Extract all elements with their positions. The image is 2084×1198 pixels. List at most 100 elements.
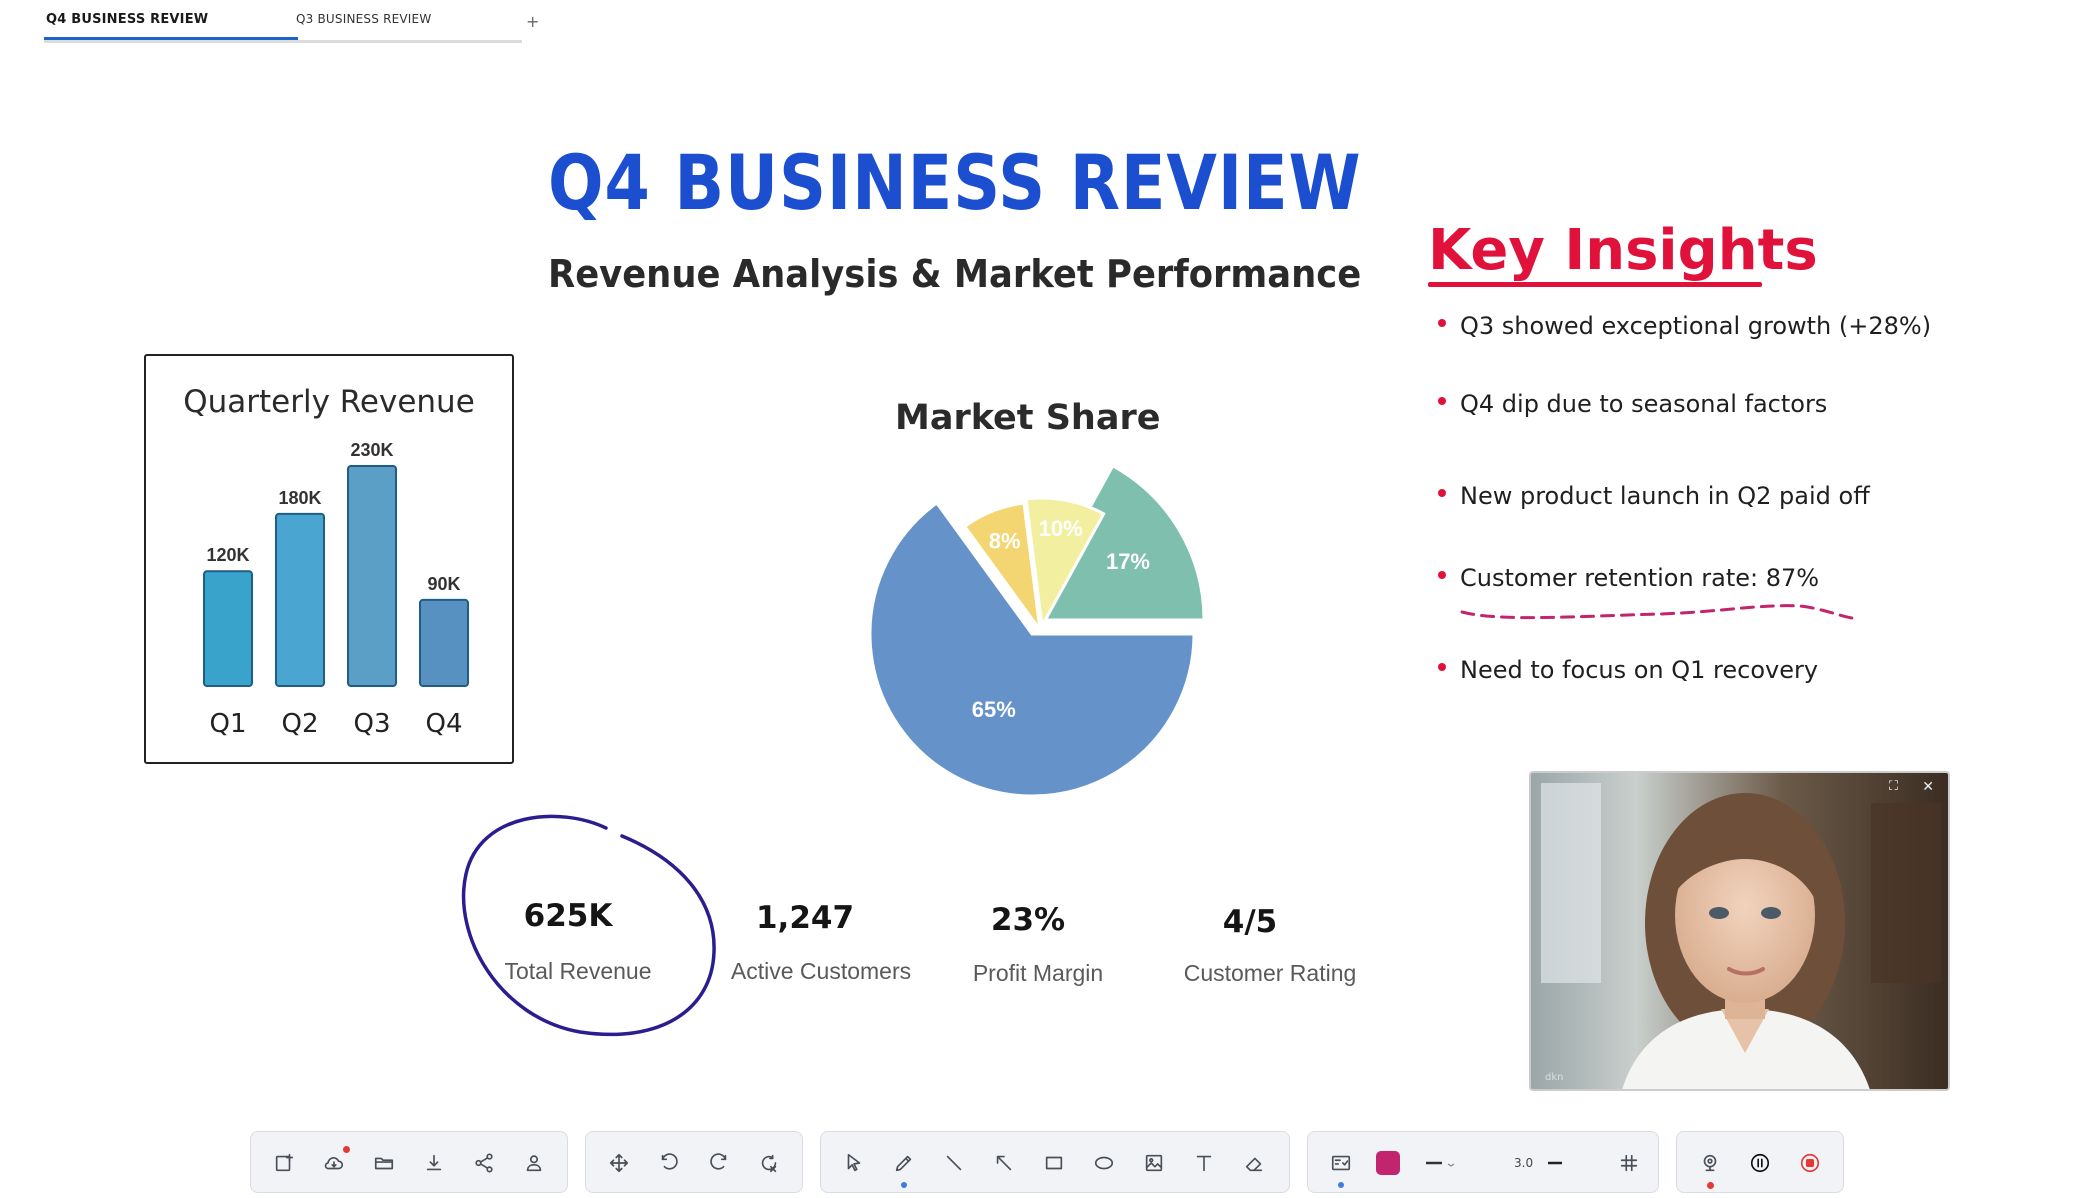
webcam-video-panel[interactable]: ⛶ ✕ dkn [1529, 771, 1950, 1091]
new-page-icon[interactable] [269, 1148, 299, 1178]
bar-q2 [275, 512, 325, 687]
notification-dot [343, 1146, 350, 1153]
bar-category-label: Q2 [281, 709, 318, 739]
pie-slice [1025, 463, 1206, 622]
pie-slice [868, 500, 1196, 798]
pie-slice [962, 501, 1042, 631]
bar-q1 [203, 570, 253, 687]
edit-toolbar-group [585, 1131, 803, 1193]
bar-value-label: 90K [427, 574, 460, 594]
insight-text: Need to focus on Q1 recovery [1460, 656, 1819, 684]
bullet-dot [1438, 663, 1446, 671]
bar-q3 [347, 465, 397, 687]
decrease-stroke-button[interactable] [1544, 1152, 1566, 1174]
video-watermark: dkn [1545, 1072, 1564, 1083]
webcam-active-dot [1707, 1182, 1714, 1189]
add-tab-button[interactable]: + [526, 12, 540, 31]
line-style-icon[interactable] [1420, 1152, 1480, 1174]
stroke-width-value: 3.0 [1514, 1156, 1534, 1170]
pause-icon[interactable] [1745, 1148, 1775, 1178]
bar-category-label: Q1 [209, 709, 246, 739]
dashed-underline-annotation [1460, 604, 1854, 620]
tab-q3-business-review[interactable]: Q3 BUSINESS REVIEW [296, 12, 432, 26]
user-icon[interactable] [519, 1148, 549, 1178]
rectangle-icon[interactable] [1039, 1148, 1069, 1178]
line-icon[interactable] [939, 1148, 969, 1178]
pie-slice-label: 17% [1106, 549, 1150, 574]
stop-record-icon[interactable] [1795, 1148, 1825, 1178]
pen-icon[interactable] [889, 1148, 919, 1178]
image-icon[interactable] [1139, 1148, 1169, 1178]
insights-title: Key Insights [1428, 218, 1818, 283]
active-tool-indicator [901, 1182, 907, 1188]
active-tab-indicator [44, 37, 298, 40]
slide-subtitle: Revenue Analysis & Market Performance [548, 252, 1362, 296]
bullet-dot [1438, 319, 1446, 327]
quarterly-revenue-chart: Quarterly Revenue 120K Q1 180K Q2 230K Q3 90K Q… [144, 354, 514, 764]
bar-q4 [419, 598, 469, 687]
bar-category-label: Q4 [425, 709, 462, 739]
recording-toolbar-group [1676, 1131, 1844, 1193]
tab-q4-business-review[interactable]: Q4 BUSINESS REVIEW [46, 12, 209, 27]
pie-slice-label: 8% [989, 529, 1021, 554]
arrow-icon[interactable] [989, 1148, 1019, 1178]
insight-item: Need to focus on Q1 recovery [1438, 656, 1818, 684]
style-toolbar-group: 3.0 [1307, 1131, 1659, 1193]
background-icon[interactable] [1326, 1148, 1356, 1178]
market-share-pie-chart: 65% 17% 10% 8% [868, 463, 1206, 798]
insight-text: Q4 dip due to seasonal factors [1460, 390, 1828, 418]
tab-bar: Q4 BUSINESS REVIEW Q3 BUSINESS REVIEW + [44, 10, 539, 43]
insight-text: Q3 showed exceptional growth (+28%) [1460, 312, 1932, 340]
undo-icon[interactable] [654, 1148, 684, 1178]
share-icon[interactable] [469, 1148, 499, 1178]
color-swatch[interactable] [1376, 1151, 1400, 1175]
insight-item: Q4 dip due to seasonal factors [1438, 390, 1827, 418]
grid-icon[interactable] [1614, 1148, 1644, 1178]
bar-value-label: 180K [278, 488, 321, 508]
presenter-video-feed [1531, 773, 1948, 1089]
bullet-dot [1438, 397, 1446, 405]
bullet-dot [1438, 571, 1446, 579]
redo-icon[interactable] [704, 1148, 734, 1178]
kpi-label: Customer Rating [1183, 960, 1357, 986]
active-style-indicator [1338, 1182, 1344, 1188]
move-icon[interactable] [604, 1148, 634, 1178]
kpi-value: 4/5 [1222, 904, 1278, 940]
draw-toolbar-group [820, 1131, 1290, 1193]
kpi-value: 1,247 [755, 900, 855, 936]
kpi-label: Profit Margin [972, 960, 1104, 986]
insight-item: Q3 showed exceptional growth (+28%) [1438, 312, 1931, 340]
bullet-dot [1438, 489, 1446, 497]
close-icon[interactable]: ✕ [1922, 779, 1934, 795]
insights-title-underline [1428, 282, 1762, 287]
text-icon[interactable] [1189, 1148, 1219, 1178]
select-icon[interactable] [839, 1148, 869, 1178]
download-icon[interactable] [419, 1148, 449, 1178]
kpi-value: 625K [523, 898, 613, 934]
pie-slice-label: 65% [972, 697, 1016, 722]
eraser-icon[interactable] [1239, 1148, 1269, 1178]
bar-category-label: Q3 [353, 709, 390, 739]
insight-item: New product launch in Q2 paid off [1438, 482, 1870, 510]
file-toolbar-group [250, 1131, 568, 1193]
folder-open-icon[interactable] [369, 1148, 399, 1178]
pie-slice [1024, 496, 1106, 631]
clear-icon[interactable] [754, 1148, 784, 1178]
bar-value-label: 230K [350, 440, 393, 460]
pie-chart-title: Market Share [895, 398, 1161, 438]
slide-title: Q4 BUSINESS REVIEW [548, 138, 1362, 227]
webcam-icon[interactable] [1695, 1148, 1725, 1178]
insight-item: Customer retention rate: 87% [1438, 564, 1819, 592]
kpi-value: 23% [990, 902, 1066, 938]
insight-text: Customer retention rate: 87% [1460, 564, 1820, 592]
cloud-sync-icon[interactable] [319, 1148, 349, 1178]
bar-chart-plot: 120K Q1 180K Q2 230K Q3 90K Q4 [203, 440, 469, 739]
pie-slice-label: 10% [1039, 516, 1083, 541]
ellipse-icon[interactable] [1089, 1148, 1119, 1178]
kpi-label: Active Customers [730, 958, 912, 984]
kpi-label: Total Revenue [504, 958, 652, 984]
expand-icon[interactable]: ⛶ [1888, 779, 1898, 794]
insight-text: New product launch in Q2 paid off [1460, 482, 1870, 510]
bar-value-label: 120K [206, 545, 249, 565]
